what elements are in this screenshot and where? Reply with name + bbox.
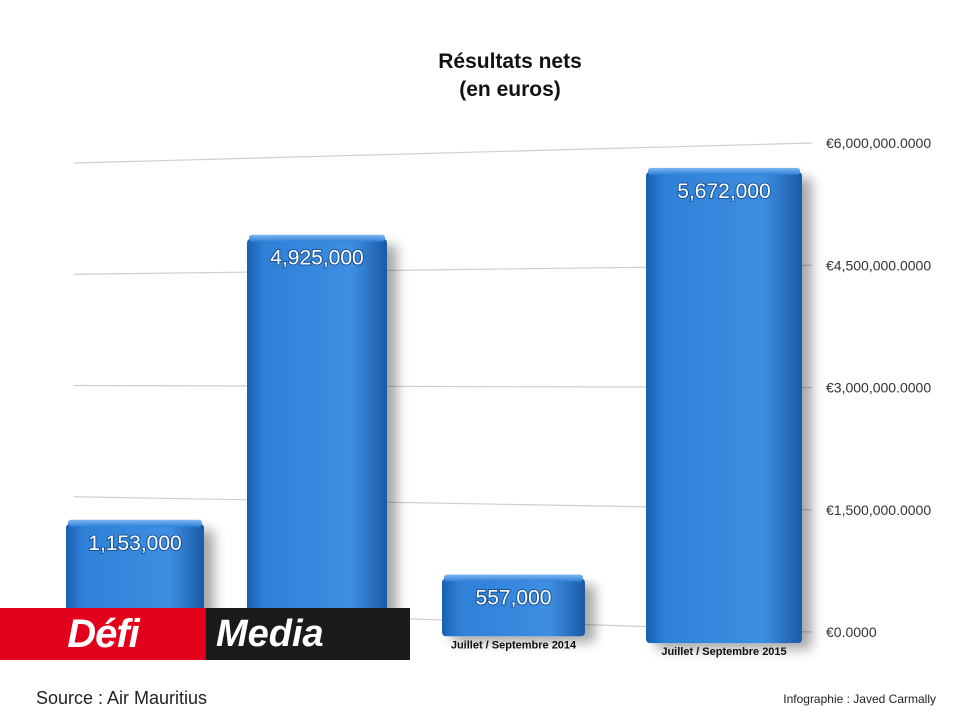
bar-value-label: 5,672,000	[677, 180, 770, 203]
bar-group	[442, 574, 585, 637]
gridline	[73, 142, 813, 164]
bar	[247, 238, 387, 630]
bar-value-label: 4,925,000	[270, 247, 363, 270]
bar-group	[646, 167, 802, 644]
bar-top	[648, 167, 800, 175]
logo-media: Media	[206, 608, 410, 660]
bar	[442, 578, 585, 637]
category-label: Juillet / Septembre 2014	[451, 639, 577, 651]
y-tick-label: €0.0000	[826, 624, 877, 640]
bar-group	[247, 234, 387, 630]
y-tick-label: €1,500,000.0000	[826, 502, 931, 518]
bar-top	[68, 519, 202, 527]
bar-labels: 1,153,000 4,925,000 557,000 Juillet / Septe…	[87, 179, 786, 658]
y-tick-label: €6,000,000.0000	[826, 135, 931, 151]
bar-group	[66, 519, 204, 624]
credit-text: Infographie : Javed Carmally	[783, 692, 936, 706]
chart-title-line-1: Résultats nets	[438, 50, 582, 73]
source-text: Source : Air Mauritius	[36, 688, 208, 708]
bar	[646, 171, 802, 644]
y-tick-label: €3,000,000.0000	[826, 380, 931, 396]
category-label: Juillet / Septembre 2015	[661, 646, 786, 658]
bar-top	[444, 574, 583, 582]
bar-top	[249, 234, 385, 242]
bar	[66, 523, 204, 624]
y-tick-label: €4,500,000.0000	[826, 257, 931, 273]
y-axis: €0.0000 €1,500,000.0000 €3,000,000.0000 €4,…	[826, 135, 931, 640]
logo-defi: Défi	[0, 608, 206, 660]
bar-value-label: 557,000	[476, 587, 552, 610]
bars	[66, 167, 802, 644]
defi-media-logo: Défi Media	[0, 608, 410, 660]
bar-value-label: 1,153,000	[88, 532, 181, 555]
chart-title-line-2: (en euros)	[459, 78, 561, 101]
